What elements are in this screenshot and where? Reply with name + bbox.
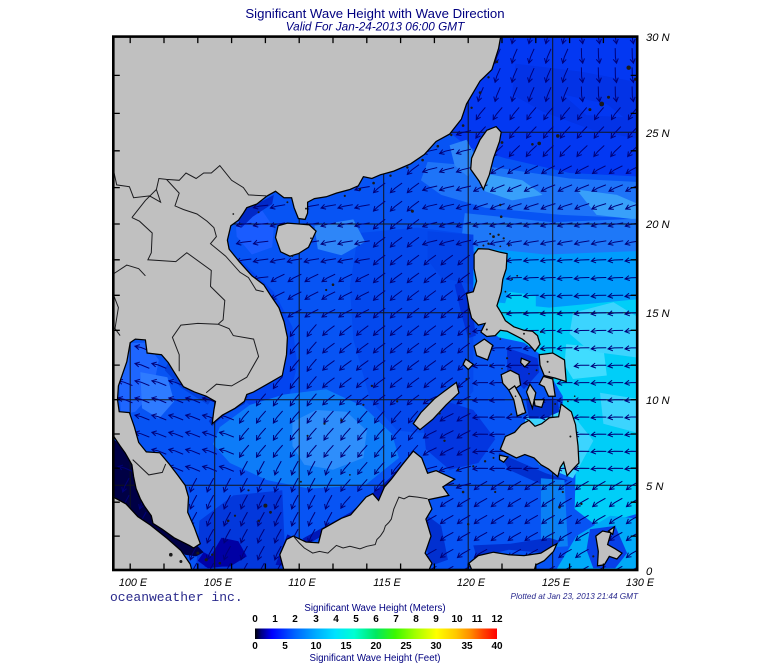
svg-text:25: 25 [400,641,412,652]
svg-text:11: 11 [472,614,483,625]
svg-text:10: 10 [310,641,322,652]
svg-text:10 N: 10 N [646,395,671,407]
svg-text:10: 10 [451,614,463,625]
svg-text:Significant Wave Height (Feet): Significant Wave Height (Feet) [309,653,440,664]
svg-text:115 E: 115 E [373,577,401,589]
svg-text:100 E: 100 E [119,577,148,589]
svg-text:25 N: 25 N [645,128,671,140]
svg-text:3: 3 [313,614,319,625]
svg-text:40: 40 [491,641,503,652]
svg-text:125 E: 125 E [542,577,571,589]
svg-text:20: 20 [370,641,382,652]
svg-text:8: 8 [413,614,419,625]
svg-text:0: 0 [646,566,653,578]
svg-text:120 E: 120 E [457,577,486,589]
svg-text:12: 12 [491,614,503,625]
svg-text:9: 9 [433,614,439,625]
svg-text:30 N: 30 N [646,32,671,44]
svg-text:4: 4 [333,614,339,625]
svg-text:Significant Wave Height (Meter: Significant Wave Height (Meters) [304,603,445,614]
svg-text:130 E: 130 E [626,577,655,589]
svg-text:105 E: 105 E [204,577,233,589]
svg-text:5: 5 [353,614,359,625]
svg-text:5: 5 [282,641,288,652]
svg-text:Plotted at Jan 23, 2013 21:44: Plotted at Jan 23, 2013 21:44 GMT [511,592,639,601]
svg-text:7: 7 [393,614,399,625]
svg-text:1: 1 [272,614,278,625]
svg-text:2: 2 [292,614,298,625]
svg-text:Significant Wave Height with W: Significant Wave Height with Wave Direct… [245,6,504,21]
svg-text:5 N: 5 N [646,481,664,493]
svg-text:oceanweather inc.: oceanweather inc. [110,590,243,605]
svg-text:35: 35 [461,641,473,652]
svg-text:Valid For Jan-24-2013 06:00 GM: Valid For Jan-24-2013 06:00 GMT [286,20,465,34]
svg-text:6: 6 [373,614,379,625]
svg-text:0: 0 [252,614,258,625]
svg-text:110 E: 110 E [288,577,316,589]
svg-text:15: 15 [340,641,352,652]
svg-text:20 N: 20 N [645,219,671,231]
svg-text:30: 30 [430,641,442,652]
svg-text:0: 0 [252,641,258,652]
svg-text:15 N: 15 N [646,308,671,320]
